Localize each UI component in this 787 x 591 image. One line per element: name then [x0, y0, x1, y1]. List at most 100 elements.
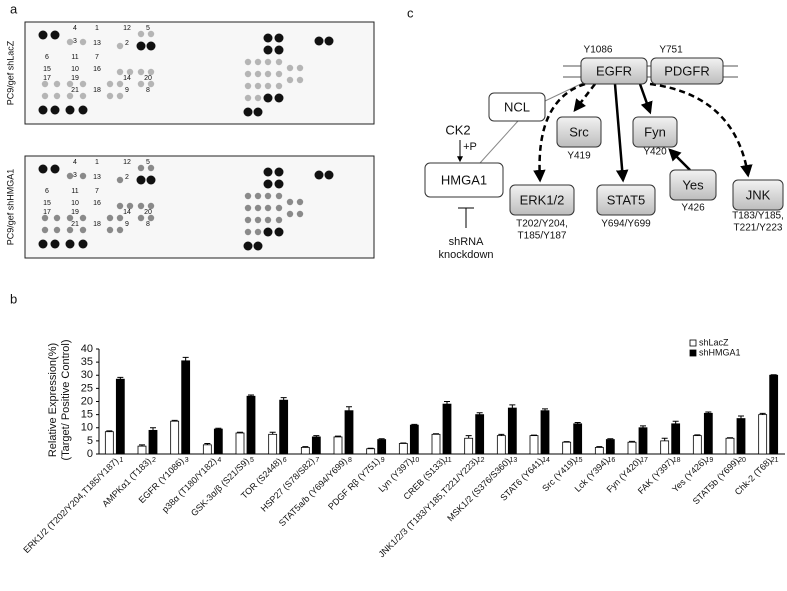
- spot-number: 3: [73, 172, 77, 179]
- category-number: 2: [152, 457, 156, 464]
- blot-spot: [275, 216, 283, 224]
- blot-spot: [50, 30, 60, 40]
- blot-spot: [53, 80, 61, 88]
- blot-spot: [41, 226, 49, 234]
- spot-number: 19: [71, 209, 79, 216]
- blot-spot: [324, 36, 334, 46]
- blot-spot: [53, 226, 61, 234]
- spot-number: 17: [43, 75, 51, 82]
- y-tick-label: 40: [81, 343, 93, 355]
- spot-number: 16: [93, 200, 101, 207]
- blot-spot: [244, 228, 252, 236]
- error-bar: [542, 408, 548, 411]
- spot-number: 16: [93, 66, 101, 73]
- error-bar: [563, 441, 570, 443]
- error-bar: [661, 437, 668, 441]
- blot-spot: [79, 172, 87, 180]
- category-number: 19: [705, 457, 713, 464]
- bar: [573, 423, 583, 455]
- spot-number: 12: [123, 159, 131, 166]
- error-bar: [738, 415, 744, 419]
- blot-spot: [244, 204, 252, 212]
- blot-image: [24, 155, 375, 259]
- category-number: 11: [444, 457, 451, 464]
- site-label: Y419: [567, 151, 591, 162]
- legend-swatch: [689, 349, 697, 357]
- error-bar: [498, 433, 505, 436]
- bar: [431, 433, 441, 455]
- blot-spot: [38, 105, 48, 115]
- blot-spot: [264, 58, 272, 66]
- site-label: Y426: [681, 203, 705, 214]
- spot-number: 9: [125, 221, 129, 228]
- blot-spot: [136, 41, 146, 51]
- spot-number: 1: [95, 25, 99, 32]
- blot-spot: [66, 80, 74, 88]
- kinase: ERK1/2: [520, 192, 565, 207]
- error-bar: [607, 438, 614, 440]
- panel-label: b: [10, 291, 17, 306]
- spot-number: 7: [95, 54, 99, 61]
- legend-swatch: [689, 339, 697, 347]
- category-number: 12: [477, 457, 485, 464]
- spot-number: 5: [146, 25, 150, 32]
- blot-spot: [263, 227, 273, 237]
- blot-spot: [137, 80, 145, 88]
- blot-spot: [116, 226, 124, 234]
- blot-spot: [41, 92, 49, 100]
- bar: [605, 439, 615, 455]
- site-label: T183/Y185,: [732, 211, 784, 222]
- spot-number: 5: [146, 159, 150, 166]
- blot-spot: [254, 70, 262, 78]
- category-number: 9: [381, 457, 385, 464]
- spot-number: 6: [45, 54, 49, 61]
- error-bar: [465, 435, 472, 439]
- error-bar: [302, 446, 309, 448]
- receptor: EGFR: [596, 63, 632, 78]
- y-tick-label: 30: [81, 369, 93, 381]
- category-number: 15: [575, 457, 583, 464]
- y-axis-label: Relative Expression(%): [47, 343, 59, 457]
- site-label: T221/Y223: [734, 223, 783, 234]
- bar: [246, 395, 256, 455]
- bar: [660, 440, 670, 455]
- knockdown-label: knockdown: [438, 249, 493, 261]
- knockdown-label: shRNA: [449, 236, 485, 248]
- bar: [366, 448, 376, 455]
- blot-spot: [243, 241, 253, 251]
- blot-spot: [106, 80, 114, 88]
- blot-spot: [254, 192, 262, 200]
- error-bar: [106, 430, 113, 432]
- bar: [398, 443, 408, 455]
- blot-spot: [66, 226, 74, 234]
- y-axis-label: (Target/ Positive Control): [60, 339, 72, 460]
- bar: [769, 374, 779, 455]
- kinase: Src: [569, 124, 589, 139]
- kinase: STAT5: [607, 192, 646, 207]
- blot-spot: [79, 214, 87, 222]
- kinase-box: [732, 179, 784, 211]
- error-bar: [574, 422, 581, 424]
- blot-spot: [244, 58, 252, 66]
- error-bar: [476, 412, 483, 415]
- blot-spot: [296, 210, 304, 218]
- error-bar: [204, 443, 211, 445]
- error-bar: [433, 433, 439, 435]
- blot-spot: [79, 226, 87, 234]
- spot-number: 13: [93, 174, 101, 181]
- blot-spot: [274, 93, 284, 103]
- error-bar: [640, 425, 646, 428]
- spot-number: 8: [146, 87, 150, 94]
- bar: [758, 414, 768, 455]
- error-bar: [182, 356, 189, 361]
- bar: [529, 435, 539, 455]
- category-number: 17: [640, 457, 648, 464]
- blot-spot: [126, 68, 134, 76]
- error-bar: [313, 435, 320, 437]
- blot-spot: [116, 68, 124, 76]
- spot-number: 2: [125, 174, 129, 181]
- blot-spot: [296, 64, 304, 72]
- blot-spot: [147, 80, 155, 88]
- blot-spot: [263, 179, 273, 189]
- site-label: Y1086: [584, 45, 613, 56]
